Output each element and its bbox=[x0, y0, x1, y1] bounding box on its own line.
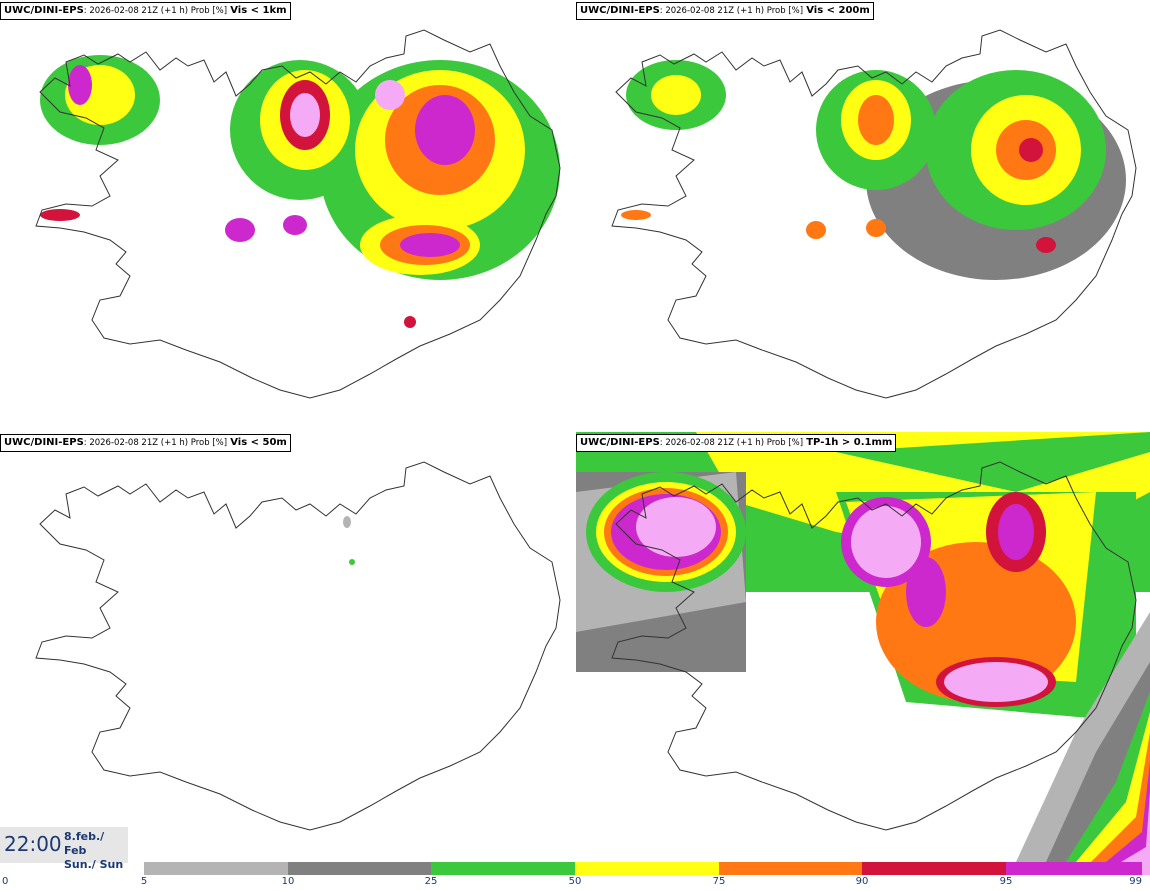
panel-title: UWC/DINI-EPS: 2026-02-08 21Z (+1 h) Prob… bbox=[0, 434, 291, 452]
panel-title: UWC/DINI-EPS: 2026-02-08 21Z (+1 h) Prob… bbox=[0, 2, 291, 20]
model-name: UWC/DINI-EPS bbox=[4, 437, 84, 448]
color-scale-tick-label: 75 bbox=[712, 876, 726, 887]
model-name: UWC/DINI-EPS bbox=[580, 437, 660, 448]
run-info: : 2026-02-08 21Z (+1 h) Prob [%] bbox=[83, 438, 228, 448]
color-scale-segment bbox=[1142, 862, 1150, 875]
iceland-map bbox=[576, 432, 1150, 862]
color-scale-tick-label: 95 bbox=[999, 876, 1013, 887]
panel-title: UWC/DINI-EPS: 2026-02-08 21Z (+1 h) Prob… bbox=[576, 434, 897, 452]
color-scale-segment bbox=[288, 862, 431, 875]
parameter-label: Vis < 200m bbox=[806, 5, 870, 16]
probability-field bbox=[621, 60, 1126, 280]
run-info: : 2026-02-08 21Z (+1 h) Prob [%] bbox=[83, 6, 228, 16]
panel-title: UWC/DINI-EPS: 2026-02-08 21Z (+1 h) Prob… bbox=[576, 2, 874, 20]
map-panel-vis-200m: UWC/DINI-EPS: 2026-02-08 21Z (+1 h) Prob… bbox=[576, 0, 1150, 430]
iceland-map bbox=[35, 29, 561, 399]
color-scale-tick-label: 50 bbox=[568, 876, 582, 887]
probability-field bbox=[343, 516, 355, 565]
color-scale-bar bbox=[144, 862, 1150, 875]
parameter-label: Vis < 1km bbox=[230, 5, 287, 16]
day-line: Sun./ Sun bbox=[64, 858, 124, 871]
model-name: UWC/DINI-EPS bbox=[4, 5, 84, 16]
color-scale-segment bbox=[431, 862, 575, 875]
probability-field bbox=[576, 432, 1150, 862]
color-scale-segment bbox=[575, 862, 719, 875]
color-scale-tick-label: 5 bbox=[140, 876, 148, 887]
color-scale-ticks: 0 5 10 25 50 75 90 95 99 bbox=[0, 876, 1150, 891]
date-line: 8.feb./ Feb bbox=[64, 830, 105, 857]
iceland-map bbox=[35, 461, 561, 831]
run-info: : 2026-02-08 21Z (+1 h) Prob [%] bbox=[659, 6, 804, 16]
color-scale-segment bbox=[1006, 862, 1142, 875]
color-scale-segment bbox=[719, 862, 862, 875]
map-panel-vis-1km: UWC/DINI-EPS: 2026-02-08 21Z (+1 h) Prob… bbox=[0, 0, 574, 430]
map-panel-tp-1h: UWC/DINI-EPS: 2026-02-08 21Z (+1 h) Prob… bbox=[576, 432, 1150, 862]
color-scale-tick-label: 0 bbox=[2, 876, 9, 887]
valid-date: 8.feb./ Feb Sun./ Sun bbox=[64, 830, 128, 872]
run-info: : 2026-02-08 21Z (+1 h) Prob [%] bbox=[659, 438, 804, 448]
valid-time-box: 22:00 8.feb./ Feb Sun./ Sun bbox=[0, 827, 128, 871]
parameter-label: Vis < 50m bbox=[230, 437, 287, 448]
color-scale-segment bbox=[144, 862, 288, 875]
parameter-label: TP-1h > 0.1mm bbox=[806, 437, 893, 448]
model-name: UWC/DINI-EPS bbox=[580, 5, 660, 16]
color-scale-segment bbox=[862, 862, 1006, 875]
iceland-map bbox=[611, 29, 1137, 399]
map-panel-vis-50m: UWC/DINI-EPS: 2026-02-08 21Z (+1 h) Prob… bbox=[0, 432, 574, 862]
color-scale-tick-label: 25 bbox=[424, 876, 438, 887]
valid-time: 22:00 bbox=[4, 832, 62, 856]
probability-field bbox=[40, 55, 560, 328]
color-scale-tick-label: 10 bbox=[281, 876, 295, 887]
color-scale-tick-label: 99 bbox=[1129, 876, 1142, 887]
color-scale-tick-label: 90 bbox=[855, 876, 869, 887]
